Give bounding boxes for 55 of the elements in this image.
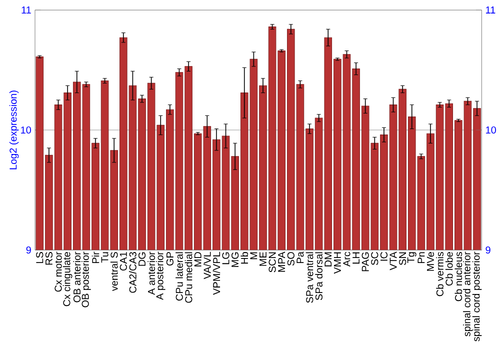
- x-tick-label: Cx cingulate: [62, 252, 72, 306]
- x-tick-label: RS: [45, 252, 53, 265]
- x-tick-label: IC: [380, 252, 388, 261]
- x-tick-label: DG: [138, 252, 146, 266]
- x-tick-label: spinal cord anterior: [463, 252, 472, 336]
- x-tick-label: A posterior: [156, 252, 166, 300]
- x-tick-label: LH: [352, 252, 360, 264]
- x-tick-label: VPM/VPL: [212, 252, 220, 295]
- x-tick-label: CA1: [120, 252, 127, 271]
- x-tick-label: SC: [371, 252, 378, 266]
- x-tick-label: A anterior: [148, 252, 155, 295]
- x-tick-label: GP: [166, 252, 174, 266]
- x-tick-label: ME: [260, 252, 266, 266]
- x-tick-label: Hb: [240, 252, 248, 264]
- x-tick-label: LS: [36, 252, 44, 264]
- x-tick-label: Tu: [101, 252, 108, 263]
- x-tick-label: LG: [222, 252, 230, 264]
- y2-tick-label: 11: [486, 6, 496, 14]
- x-tick-label: Pa: [296, 252, 304, 264]
- x-tick-label: CA2/CA3: [129, 252, 136, 293]
- x-tick-label: VA/VL: [203, 252, 211, 280]
- x-tick-label: CPu medial: [184, 252, 192, 303]
- x-tick-label: Cb vermis: [436, 252, 444, 296]
- x-tick-label: Cx motor: [54, 252, 62, 292]
- y-axis-title: Log2 (expression): [9, 90, 19, 170]
- x-tick-label: ventral S: [110, 252, 118, 292]
- x-tick-label: MVe: [426, 252, 434, 271]
- x-tick-label: OB anterior: [73, 252, 81, 302]
- x-tick-label: VMH: [334, 252, 341, 274]
- y2-tick-label: 10: [486, 126, 496, 134]
- y2-tick-label: 9: [486, 246, 490, 254]
- x-tick-label: Cb lobe: [445, 252, 453, 286]
- x-tick-label: SCN: [268, 252, 276, 272]
- x-tick-label: MD: [194, 252, 202, 266]
- y-tick-label: 11: [22, 6, 31, 14]
- x-tick-label: MPA: [278, 252, 286, 272]
- x-tick-label: CPu lateral: [176, 252, 183, 301]
- x-tick-label: SO: [287, 252, 294, 266]
- x-tick-label: DM: [324, 252, 332, 266]
- x-tick-label: SPa ventral: [306, 252, 314, 303]
- x-tick-label: Tg: [407, 252, 416, 264]
- y-tick-label: 10: [21, 126, 31, 134]
- x-tick-label: M: [250, 252, 258, 260]
- x-tick-label: Cb nucleus: [454, 252, 462, 302]
- x-tick-label: PAG: [362, 252, 369, 272]
- x-tick-label: Pir: [92, 252, 100, 264]
- x-tick-label: Pn: [418, 252, 425, 264]
- x-tick-label: MG: [232, 252, 239, 267]
- x-tick-label: SN: [399, 252, 406, 266]
- x-tick-label: SPa dorsal: [315, 252, 322, 300]
- y-tick-label: 9: [26, 246, 31, 254]
- x-tick-label: OB posterior: [82, 252, 91, 308]
- x-tick-label: Arc: [343, 252, 350, 267]
- x-tick-label: spinal cord posterior: [472, 252, 482, 342]
- x-tick-label: VTA: [390, 252, 397, 270]
